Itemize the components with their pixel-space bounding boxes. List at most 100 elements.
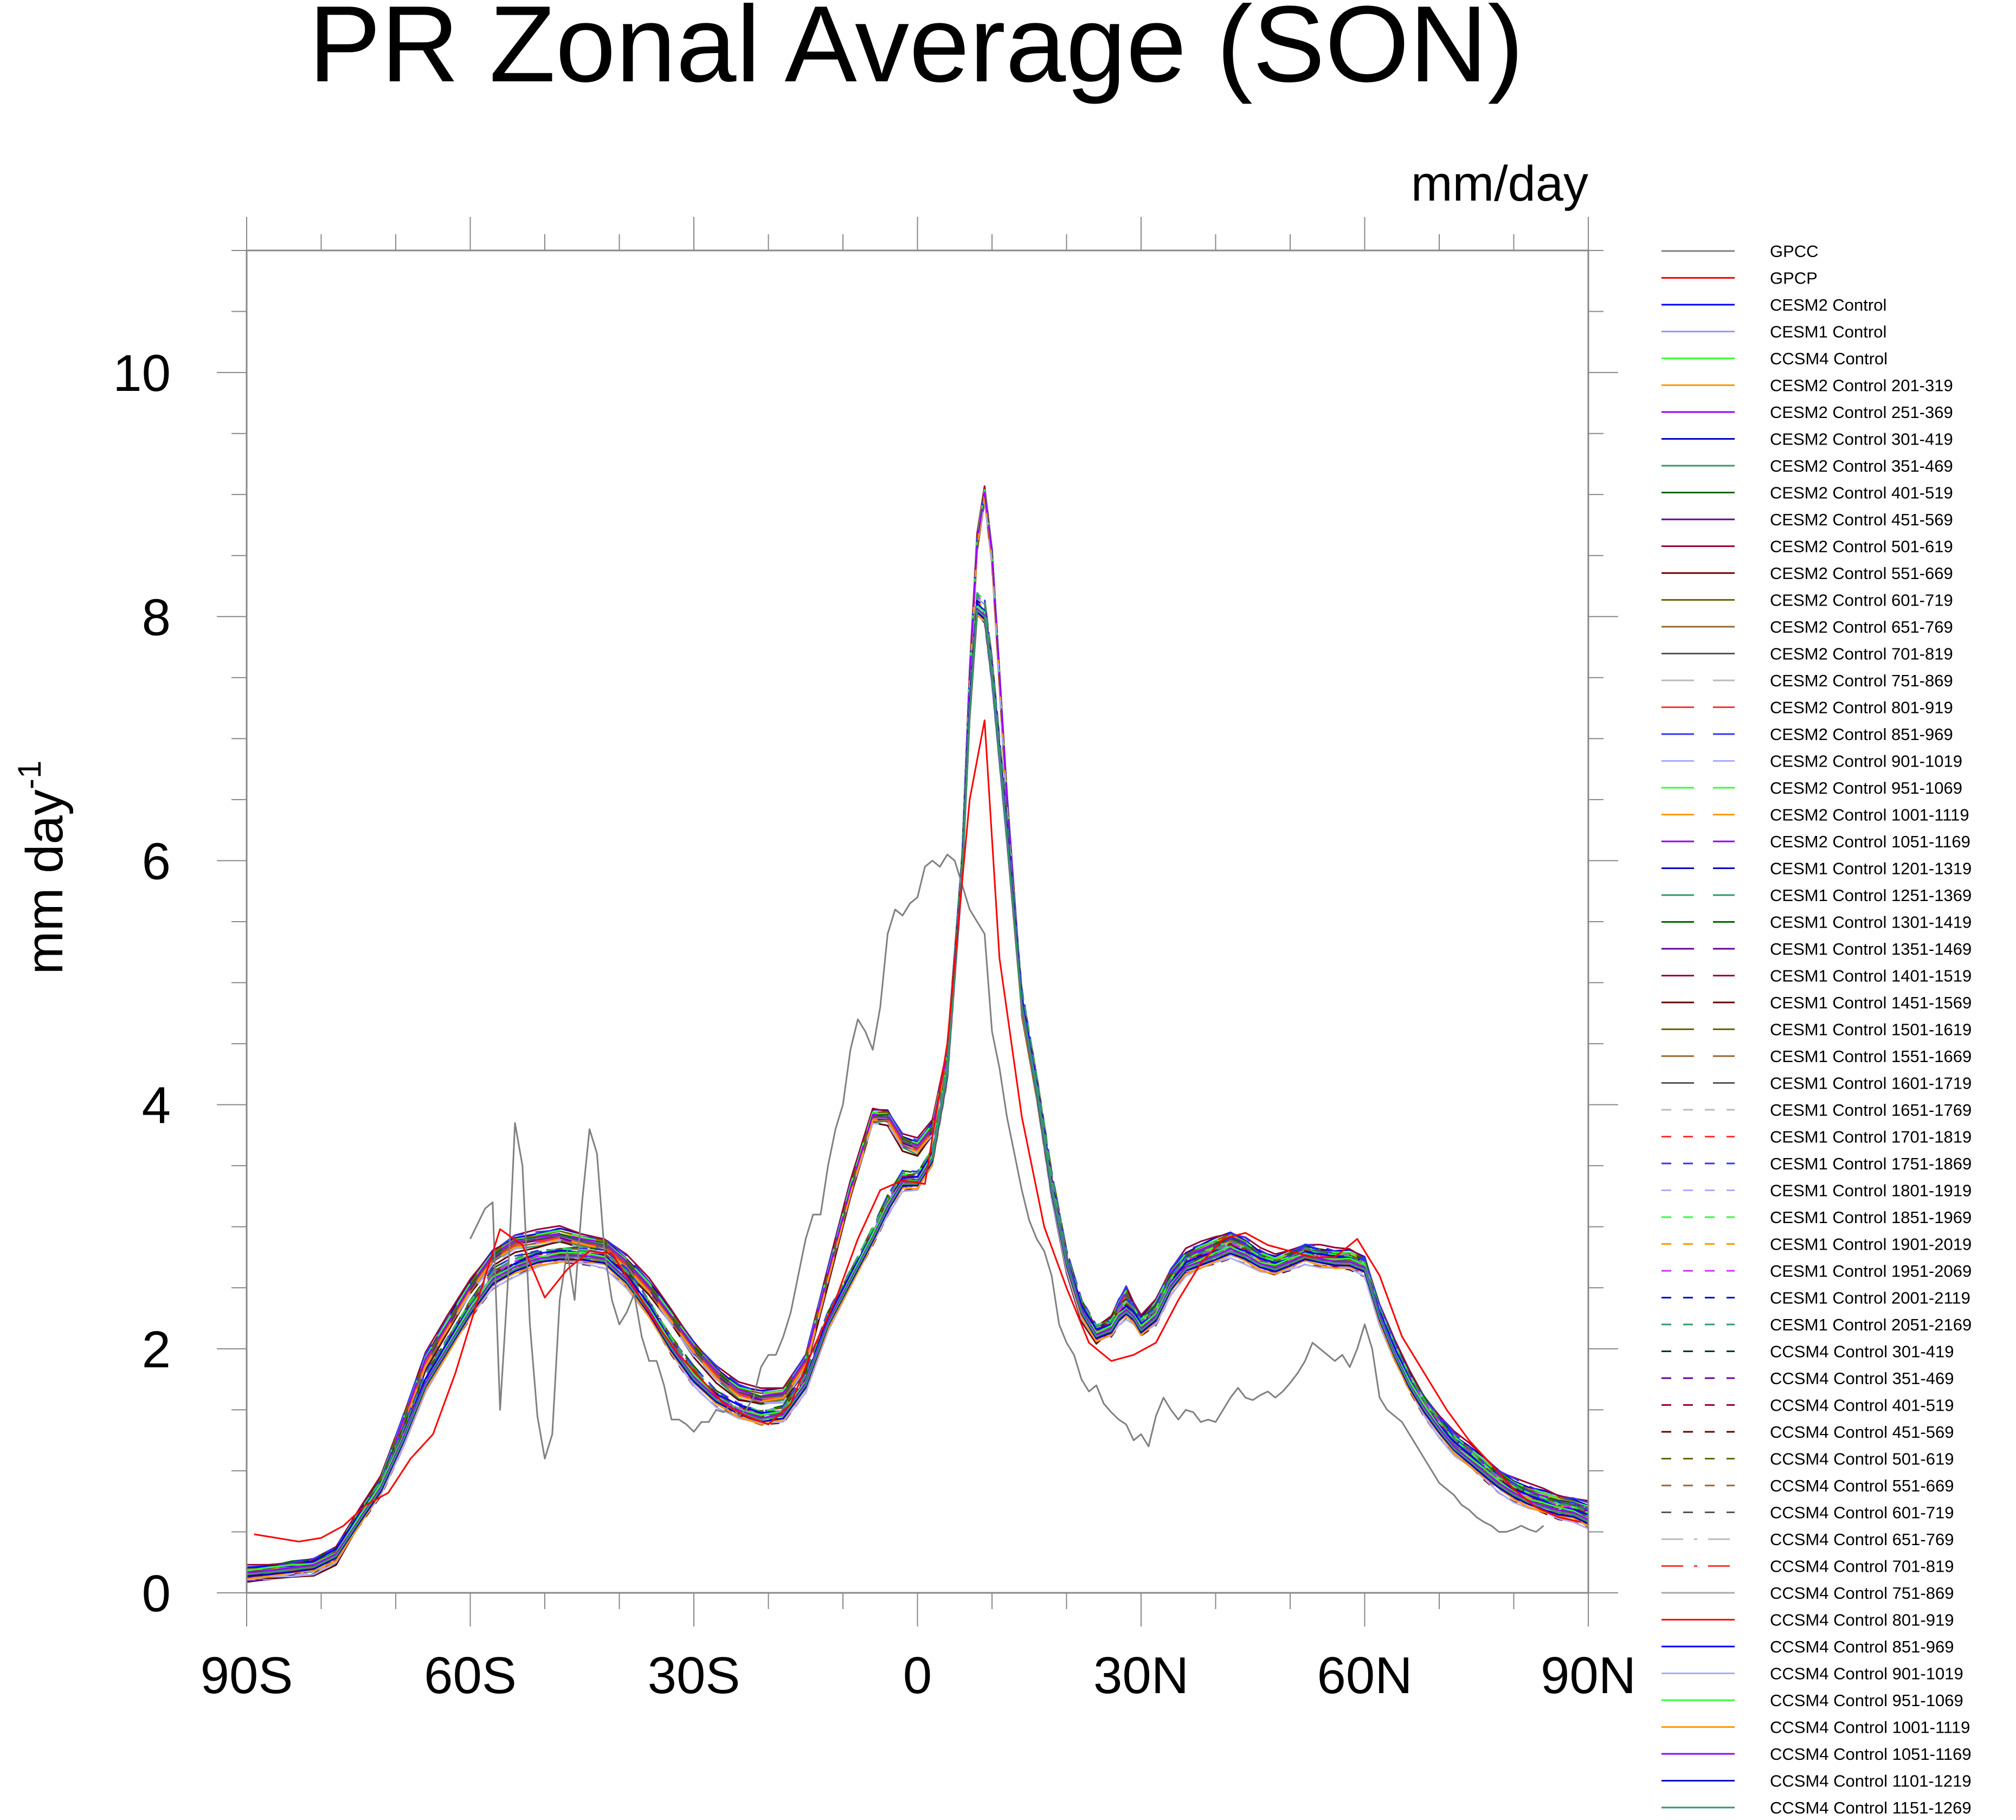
legend-item: CESM2 Control 551-669: [1661, 564, 1953, 583]
legend-item: CCSM4 Control 301-419: [1661, 1342, 1954, 1361]
series-line-cesm2-control-901-1019: [246, 500, 1589, 1581]
y-axis-label: mm day-1: [11, 761, 74, 975]
y-tick-labels: 0 2 4 6 8 10: [113, 344, 171, 1623]
legend-label: CESM2 Control 701-819: [1770, 645, 1953, 664]
series-line-cesm1-control-1601-1719: [246, 597, 1589, 1575]
legend-item: CCSM4 Control 1101-1219: [1661, 1772, 1972, 1791]
legend-item: CCSM4 Control 601-719: [1661, 1503, 1954, 1522]
legend-item: CESM1 Control 1801-1919: [1661, 1181, 1972, 1200]
legend-label: CESM2 Control 1051-1169: [1770, 832, 1970, 851]
series-line-ccsm4-control-1101-1219: [246, 611, 1589, 1577]
series-line-ccsm4-control-401-519: [246, 603, 1589, 1569]
legend-item: CESM1 Control 1351-1469: [1661, 940, 1972, 959]
series-line-ccsm4-control-751-869: [246, 608, 1589, 1574]
legend-label: CESM2 Control 801-919: [1770, 698, 1953, 717]
legend-item: CCSM4 Control 751-869: [1661, 1584, 1954, 1603]
legend-label: CCSM4 Control: [1770, 349, 1888, 368]
series-line-cesm2-control-1051-1169: [246, 491, 1589, 1574]
series-line-cesm2-control-251-369: [246, 497, 1589, 1579]
legend-item: CCSM4 Control 651-769: [1661, 1530, 1954, 1549]
legend-item: CCSM4 Control 851-969: [1661, 1637, 1954, 1656]
plot-area-border: [246, 249, 1589, 1594]
legend-label: CESM2 Control 551-669: [1770, 564, 1953, 583]
units-label: mm/day: [1411, 156, 1588, 211]
legend-label: CESM1 Control 1951-2069: [1770, 1262, 1972, 1281]
series-line-cesm1-control-1851-1969: [246, 593, 1589, 1571]
legend-label: CCSM4 Control 401-519: [1770, 1396, 1954, 1415]
series-line-cesm1-control-1351-1469: [246, 604, 1589, 1582]
legend-item: CESM1 Control 1451-1569: [1661, 993, 1972, 1012]
legend-label: CCSM4 Control 451-569: [1770, 1423, 1954, 1442]
y-axis-label-text: mm day: [16, 789, 74, 974]
y-tick-label: 2: [142, 1321, 171, 1379]
legend-label: CESM2 Control 751-869: [1770, 671, 1953, 690]
legend-item: CESM2 Control 851-969: [1661, 725, 1953, 744]
legend-label: CCSM4 Control 901-1019: [1770, 1664, 1963, 1683]
legend-label: CCSM4 Control 701-819: [1770, 1557, 1954, 1576]
legend-item: CESM2 Control 701-819: [1661, 645, 1953, 664]
x-tick-label: 90N: [1541, 1647, 1636, 1705]
legend-item: CCSM4 Control 801-919: [1661, 1611, 1954, 1630]
series-line-ccsm4-control-601-719: [246, 607, 1589, 1573]
x-tick-labels: 90S 60S 30S 0 30N 60N 90N: [201, 1647, 1636, 1705]
legend-label: CESM1 Control 1301-1419: [1770, 913, 1972, 932]
legend: GPCC GPCP CESM2 Control CESM1 Control CCSM4 …: [1661, 242, 1972, 1817]
legend-label: CESM1 Control 1251-1369: [1770, 886, 1972, 905]
legend-item: CESM2 Control 501-619: [1661, 537, 1953, 556]
legend-item: CCSM4 Control 551-669: [1661, 1476, 1954, 1495]
legend-label: CCSM4 Control 1051-1169: [1770, 1745, 1972, 1764]
legend-item: CESM2 Control 201-319: [1661, 376, 1953, 395]
legend-label: CCSM4 Control 1151-1269: [1770, 1798, 1972, 1817]
legend-label: CESM1 Control 1851-1969: [1770, 1208, 1972, 1227]
legend-label: CESM2 Control 1001-1119: [1770, 806, 1969, 825]
legend-item: CCSM4 Control 901-1019: [1661, 1664, 1963, 1683]
series-line-cesm1-control-2051-2169: [246, 593, 1589, 1571]
series-line-cesm2-control-201-319: [246, 490, 1589, 1571]
legend-item: CESM1 Control 1751-1869: [1661, 1154, 1972, 1173]
legend-label: CCSM4 Control 751-869: [1770, 1584, 1954, 1603]
legend-item: CESM2 Control 401-519: [1661, 484, 1953, 503]
series-line-cesm1-control-1451-1569: [246, 599, 1589, 1577]
legend-label: CESM2 Control 901-1019: [1770, 752, 1962, 771]
legend-item: CESM2 Control 901-1019: [1661, 752, 1962, 771]
legend-label: CCSM4 Control 301-419: [1770, 1342, 1954, 1361]
legend-label: CESM2 Control 851-969: [1770, 725, 1953, 744]
legend-label: CESM1 Control 2001-2119: [1770, 1289, 1970, 1308]
series-line-gpcc: [469, 853, 1544, 1533]
series-line-ccsm4-control: [246, 609, 1589, 1575]
legend-label: GPCC: [1770, 242, 1819, 261]
legend-item: CESM1 Control 1501-1619: [1661, 1020, 1972, 1039]
legend-label: CESM2 Control 451-569: [1770, 510, 1953, 529]
legend-label: CESM1 Control 1451-1569: [1770, 993, 1972, 1012]
legend-label: CESM1 Control 1401-1519: [1770, 967, 1972, 986]
legend-item: CESM2 Control 1001-1119: [1661, 806, 1969, 825]
legend-item: CCSM4 Control 951-1069: [1661, 1691, 1963, 1710]
legend-label: GPCP: [1770, 269, 1818, 288]
legend-label: CESM1 Control 1601-1719: [1770, 1074, 1972, 1093]
series-line-cesm1-control-2001-2119: [246, 600, 1589, 1578]
x-tick-label: 0: [903, 1647, 932, 1705]
legend-label: CESM1 Control: [1770, 323, 1886, 342]
legend-item: CESM1 Control 1601-1719: [1661, 1074, 1972, 1093]
y-tick-label: 8: [142, 588, 171, 646]
series-line-cesm2-control: [246, 493, 1589, 1576]
series-line-cesm2-control-351-469: [246, 499, 1589, 1583]
x-tick-label: 60S: [424, 1647, 517, 1705]
legend-label: CCSM4 Control 651-769: [1770, 1530, 1954, 1549]
series-line-ccsm4-control-701-819: [246, 609, 1589, 1575]
legend-item: GPCC: [1661, 242, 1819, 261]
y-tick-label: 0: [142, 1565, 171, 1623]
y-tick-label: 4: [142, 1077, 171, 1135]
legend-label: CESM1 Control 1901-2019: [1770, 1235, 1972, 1254]
series-line-ccsm4-control-451-569: [246, 613, 1589, 1579]
series-line-cesm1-control-1551-1669: [246, 602, 1589, 1580]
series-line-cesm1-control-1651-1769: [246, 595, 1589, 1574]
chart-title: PR Zonal Average (SON): [308, 0, 1524, 105]
legend-item: CESM1 Control 1651-1769: [1661, 1101, 1972, 1120]
legend-item: CESM1 Control 1201-1319: [1661, 859, 1972, 878]
series-line-cesm1-control-1901-2019: [246, 601, 1589, 1580]
legend-label: CCSM4 Control 951-1069: [1770, 1691, 1963, 1710]
y-tick-label: 6: [142, 832, 171, 890]
series-line-cesm2-control-401-519: [246, 492, 1589, 1574]
legend-item: CESM2 Control 951-1069: [1661, 779, 1962, 798]
